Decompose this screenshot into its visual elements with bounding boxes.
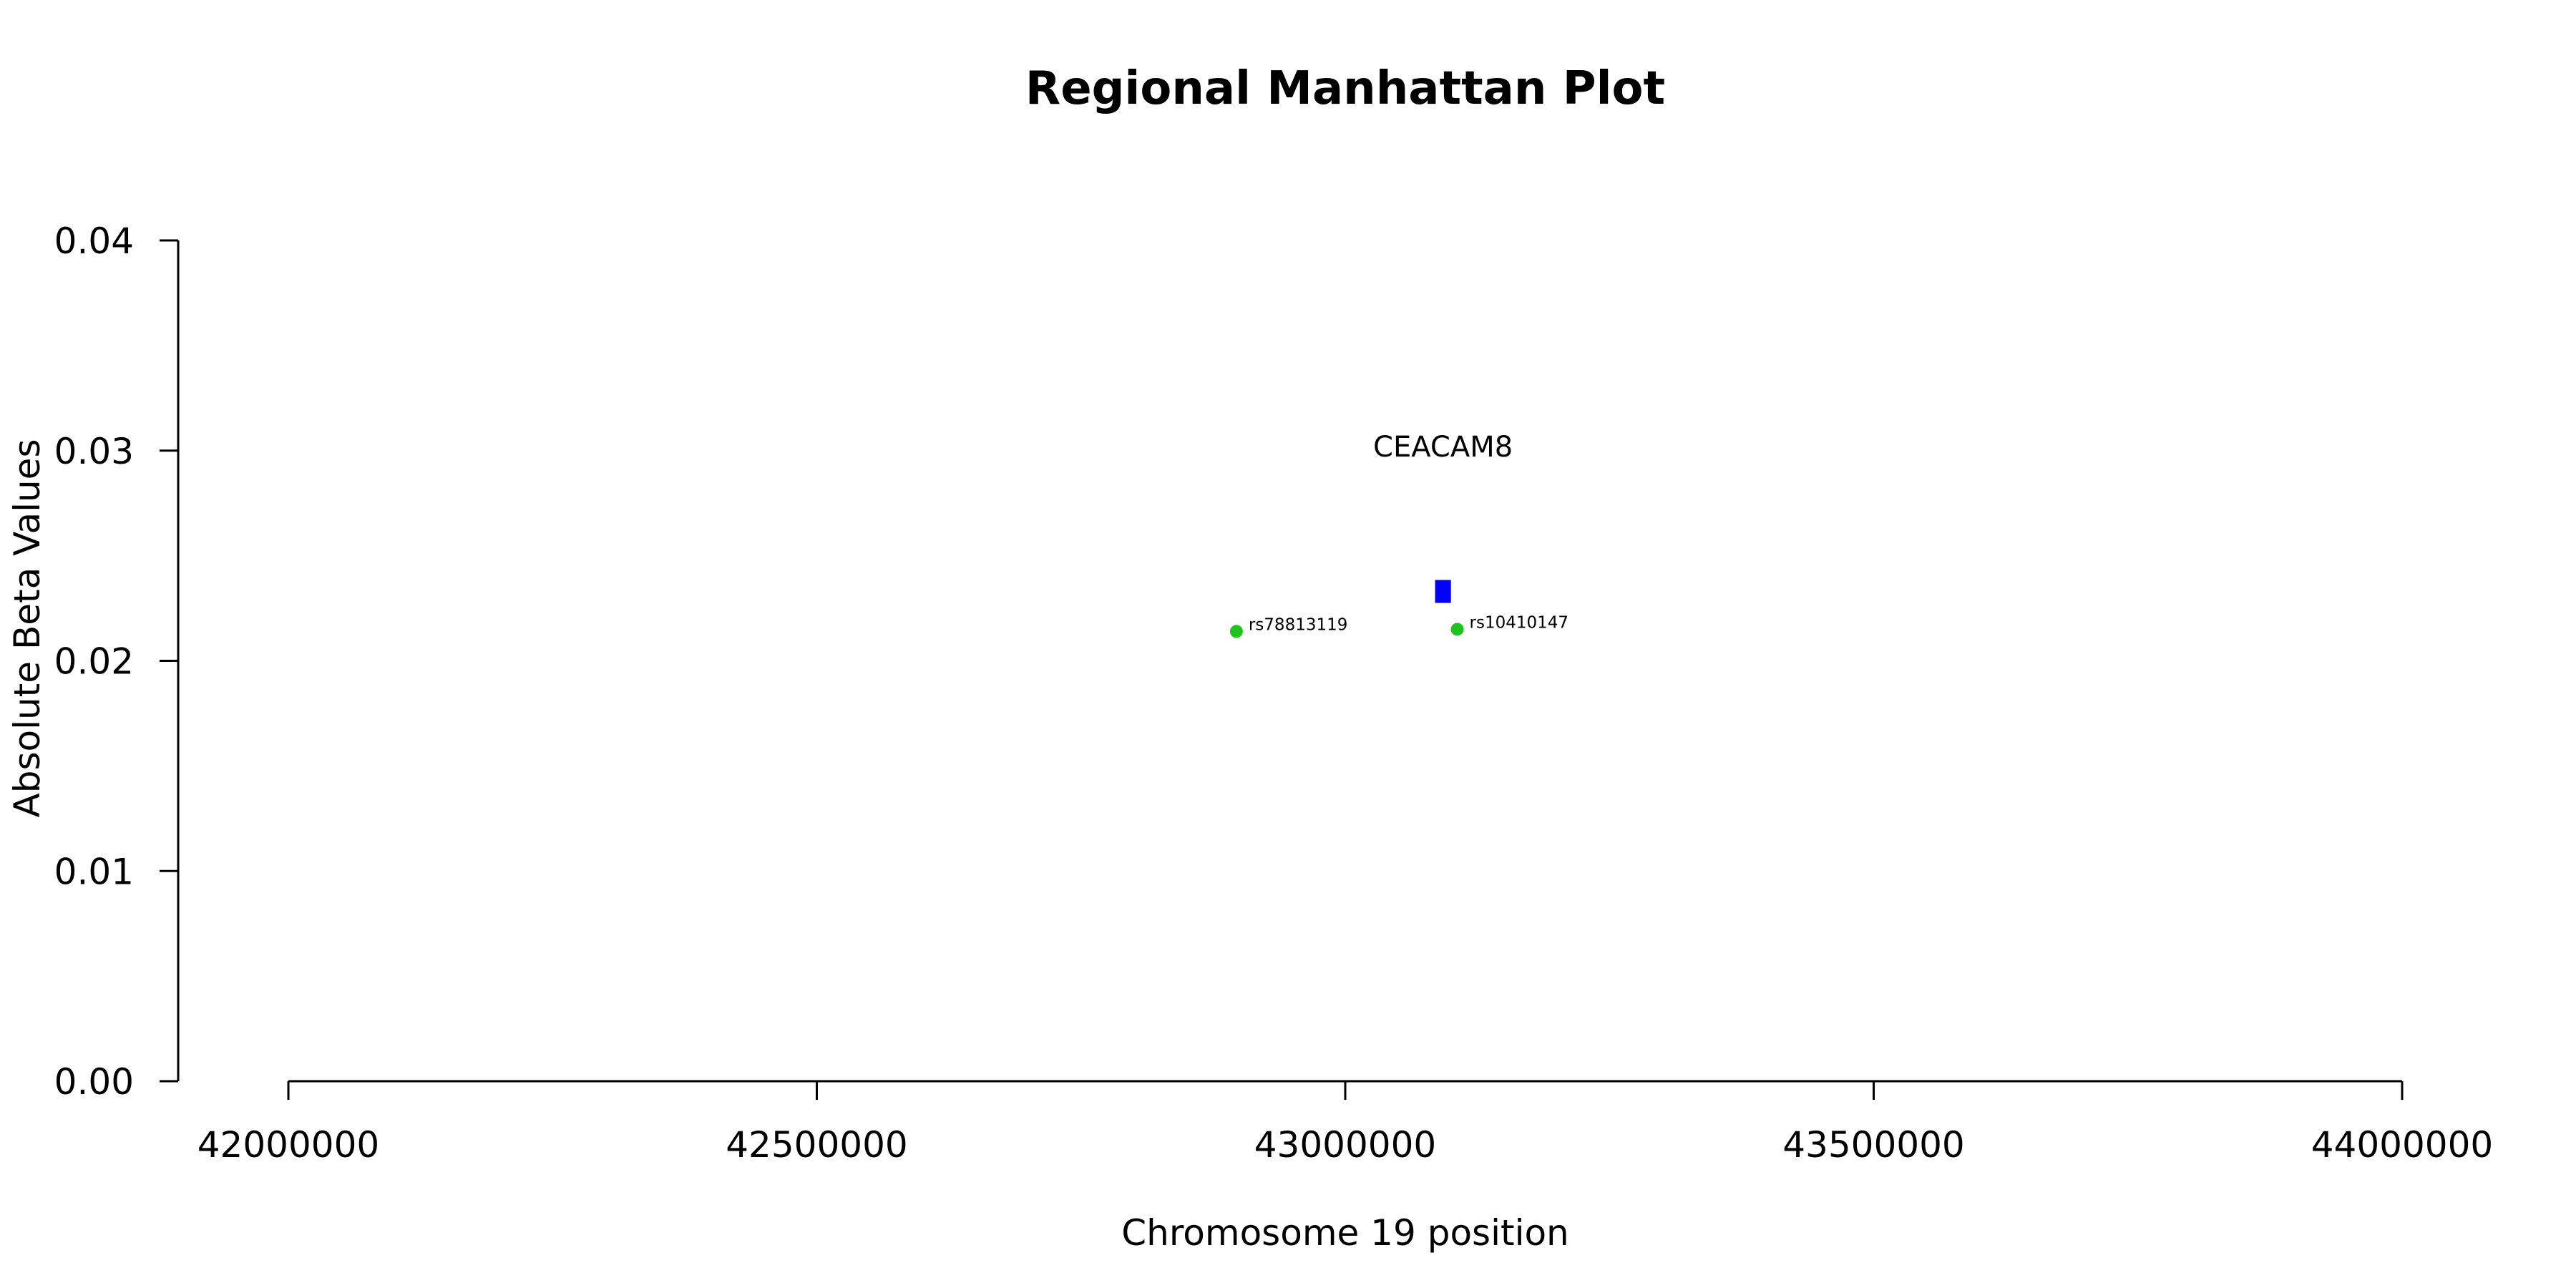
snp-label: rs78813119	[1249, 615, 1348, 634]
y-tick-label: 0.04	[54, 220, 134, 262]
chart-title: Regional Manhattan Plot	[1025, 62, 1665, 115]
snp-layer: rs78813119 rs10410147	[1229, 613, 1569, 638]
x-tick-label: 42500000	[726, 1124, 908, 1166]
x-axis: 42000000 42500000 43000000 43500000 44000000	[197, 1080, 2494, 1166]
x-tick-label: 44000000	[2311, 1124, 2494, 1166]
y-tick-label: 0.00	[54, 1061, 134, 1103]
x-axis-title: Chromosome 19 position	[1121, 1212, 1569, 1254]
snp-point	[1450, 623, 1464, 636]
y-axis: 0.00 0.01 0.02 0.03 0.04	[54, 220, 180, 1103]
gene-label: CEACAM8	[1373, 431, 1513, 464]
snp-label: rs10410147	[1470, 613, 1569, 632]
snp-point	[1229, 625, 1243, 638]
y-axis-title: Absolute Beta Values	[6, 439, 48, 818]
x-tick-label: 42000000	[197, 1124, 380, 1166]
x-tick-label: 43500000	[1782, 1124, 1965, 1166]
y-tick-label: 0.01	[54, 851, 134, 892]
x-tick-label: 43000000	[1254, 1124, 1437, 1166]
y-tick-label: 0.03	[54, 431, 134, 472]
gene-marker	[1435, 580, 1451, 603]
gene-layer: CEACAM8	[1373, 431, 1513, 603]
y-tick-label: 0.02	[54, 641, 134, 683]
